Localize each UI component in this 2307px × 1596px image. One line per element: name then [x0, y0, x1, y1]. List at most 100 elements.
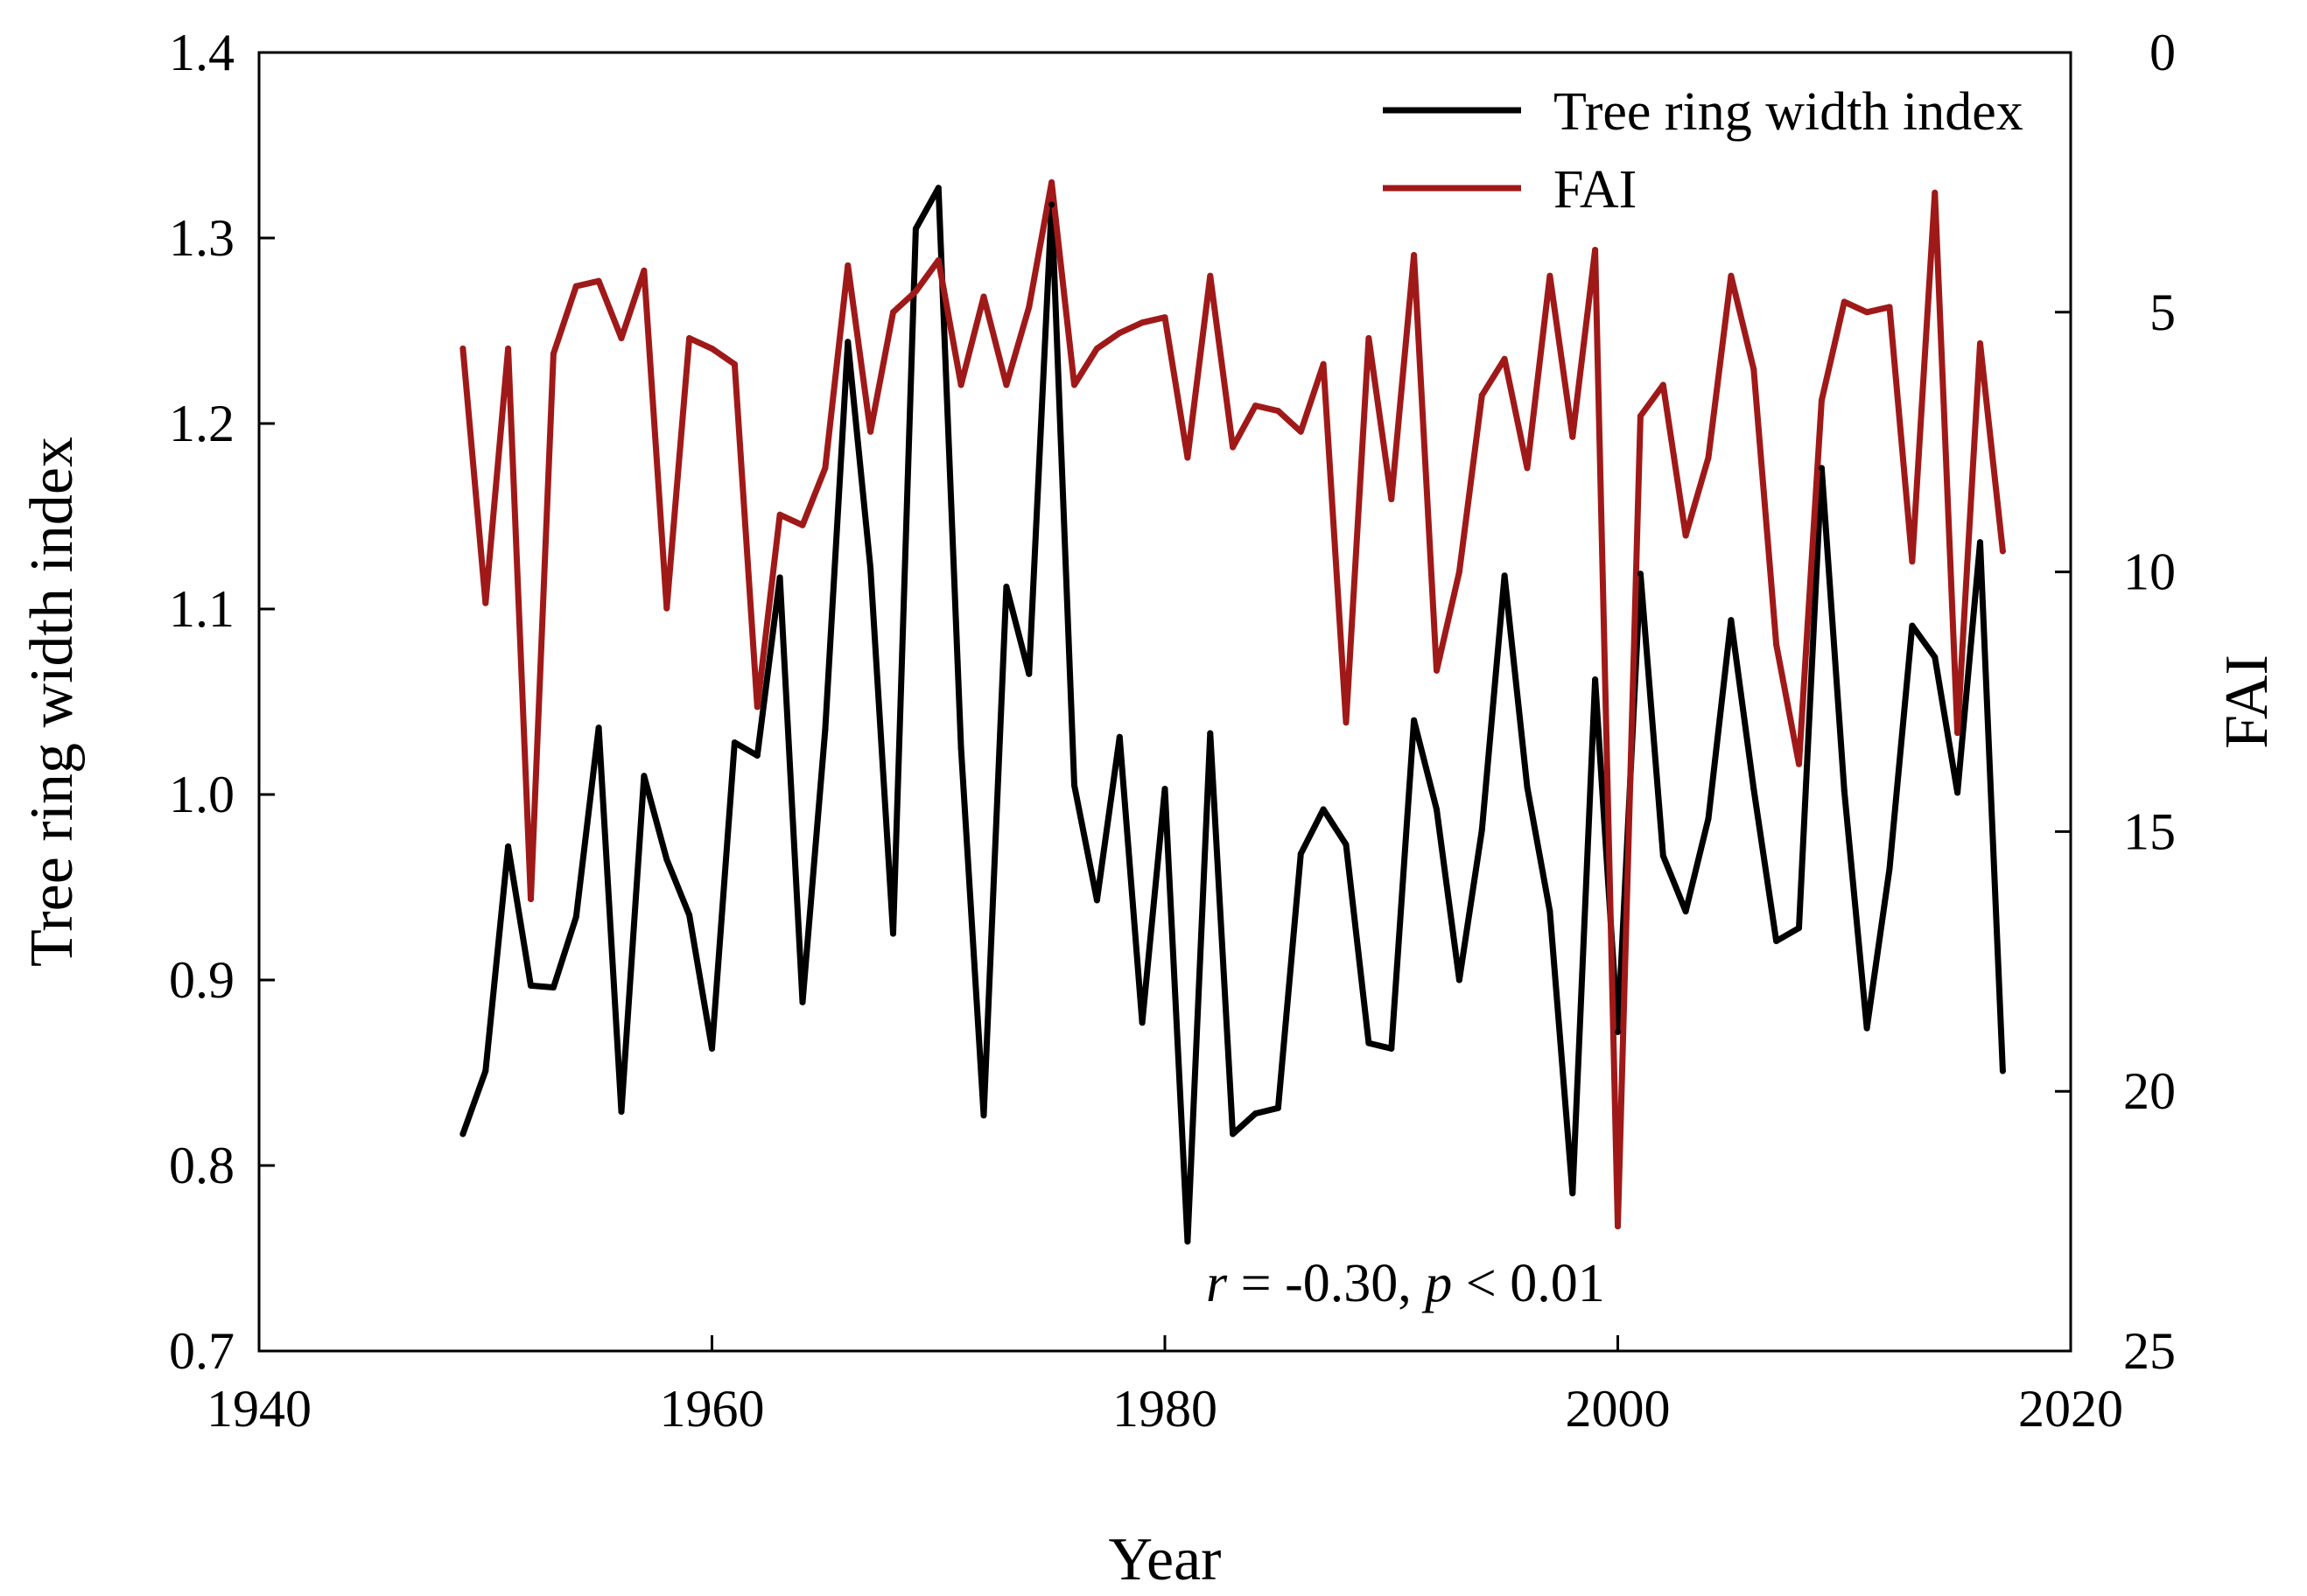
data-point-fai [1388, 495, 1395, 502]
data-point-fai [686, 334, 693, 341]
data-point-fai [890, 309, 896, 316]
y-right-tick-label: 25 [2123, 1322, 2176, 1380]
y-left-tick-label: 0.8 [169, 1137, 235, 1194]
data-point-fai [935, 256, 942, 263]
data-point-tree-ring-width-index [686, 912, 693, 919]
data-point-tree-ring-width-index [731, 739, 738, 746]
data-point-fai [1343, 719, 1350, 726]
data-point-fai [957, 382, 964, 388]
y-left-tick-label: 1.0 [169, 766, 235, 823]
data-point-fai [822, 465, 829, 472]
data-point-fai [754, 704, 761, 710]
data-point-fai [1841, 298, 1848, 305]
data-point-tree-ring-width-index [1184, 1238, 1191, 1245]
data-point-fai [1615, 1223, 1621, 1230]
y-left-tick-label: 1.2 [169, 395, 235, 452]
data-point-fai [1750, 366, 1757, 373]
data-point-tree-ring-width-index [1297, 850, 1304, 858]
legend-label-tree-ring-width-index: Tree ring width index [1553, 82, 2023, 142]
data-point-fai [867, 428, 874, 435]
y-right-tick-label: 0 [2149, 24, 2176, 81]
x-tick-label: 1960 [660, 1380, 765, 1438]
data-point-fai [1524, 465, 1531, 472]
data-point-tree-ring-width-index [595, 724, 602, 732]
data-point-fai [1071, 382, 1077, 388]
data-point-fai [1932, 189, 1939, 196]
series-points [459, 178, 2006, 1245]
data-point-tree-ring-width-index [1977, 539, 1983, 546]
y-left-tick-label: 1.4 [169, 24, 235, 81]
y-left-tick-label: 0.9 [169, 951, 235, 1009]
data-point-fai [1161, 314, 1168, 321]
data-point-tree-ring-width-index [1546, 908, 1553, 915]
data-point-fai [980, 293, 987, 300]
data-point-tree-ring-width-index [1954, 789, 1961, 796]
data-point-fai [618, 334, 625, 341]
data-point-fai [1455, 569, 1462, 576]
data-point-tree-ring-width-index [1230, 1130, 1237, 1138]
data-point-tree-ring-width-index [1659, 852, 1666, 859]
data-point-fai [1863, 309, 1870, 316]
data-point-tree-ring-width-index [1455, 976, 1462, 984]
data-point-tree-ring-width-index [1116, 733, 1123, 740]
data-point-tree-ring-width-index [618, 1109, 625, 1116]
data-point-fai [1093, 345, 1100, 352]
data-point-fai [1705, 454, 1712, 461]
data-point-fai [1320, 360, 1327, 368]
data-point-fai [731, 360, 738, 368]
data-point-fai [1478, 392, 1485, 399]
data-point-tree-ring-width-index [1320, 806, 1327, 813]
x-tick-label: 1980 [1112, 1380, 1217, 1438]
y-left-tick-label: 1.3 [169, 209, 235, 267]
data-point-fai [459, 345, 466, 352]
legend-label-fai: FAI [1553, 160, 1637, 220]
data-point-fai [1365, 334, 1372, 341]
data-point-tree-ring-width-index [912, 225, 919, 232]
data-point-fai [1818, 397, 1825, 404]
data-point-tree-ring-width-index [1682, 908, 1689, 915]
data-point-tree-ring-width-index [1478, 826, 1485, 833]
data-point-fai [663, 605, 670, 612]
data-point-tree-ring-width-index [1434, 806, 1440, 813]
data-point-fai [1411, 252, 1418, 259]
y-left-axis-ticks: 0.7 0.8 0.9 1.0 1.1 1.2 1.3 1.4 [169, 24, 275, 1380]
x-tick-label: 2000 [1566, 1380, 1671, 1438]
y-left-tick-label: 1.1 [169, 580, 235, 638]
data-point-tree-ring-width-index [1932, 654, 1939, 661]
data-point-fai [1659, 382, 1666, 388]
data-point-tree-ring-width-index [505, 843, 512, 850]
data-point-tree-ring-width-index [1252, 1110, 1259, 1117]
x-tick-label: 2020 [2018, 1380, 2123, 1438]
y-right-tick-label: 10 [2123, 543, 2176, 601]
data-point-tree-ring-width-index [1161, 786, 1168, 793]
x-axis-ticks: 1940 1960 1980 2000 2020 [207, 1335, 2123, 1438]
data-point-tree-ring-width-index [1796, 925, 1802, 932]
x-axis-title: Year [1109, 1526, 1222, 1593]
data-point-tree-ring-width-index [1388, 1045, 1395, 1052]
correlation-annotation: r = -0.30, p < 0.01 [1206, 1254, 1605, 1313]
data-point-fai [709, 345, 715, 352]
data-point-tree-ring-width-index [867, 564, 874, 571]
data-point-fai [1501, 355, 1508, 362]
data-point-tree-ring-width-index [1863, 1025, 1870, 1032]
data-point-fai [1682, 532, 1689, 539]
data-point-fai [572, 283, 579, 290]
data-point-tree-ring-width-index [1750, 786, 1757, 793]
data-point-tree-ring-width-index [754, 752, 761, 759]
data-point-fai [1230, 444, 1237, 451]
data-point-fai [1546, 272, 1553, 279]
data-point-fai [1184, 454, 1191, 461]
data-point-tree-ring-width-index [1909, 622, 1916, 629]
data-point-tree-ring-width-index [709, 1045, 715, 1052]
data-point-fai [1026, 304, 1033, 311]
data-point-tree-ring-width-index [1501, 572, 1508, 579]
data-point-tree-ring-width-index [1365, 1040, 1372, 1046]
data-point-fai [595, 277, 602, 284]
data-point-tree-ring-width-index [776, 574, 783, 581]
data-point-fai [1977, 340, 1983, 346]
y-right-axis-ticks: 0 5 10 15 20 25 [2055, 24, 2176, 1380]
data-point-fai [1637, 413, 1644, 420]
data-point-fai [505, 345, 512, 352]
data-point-fai [1592, 247, 1599, 254]
data-point-fai [912, 288, 919, 295]
